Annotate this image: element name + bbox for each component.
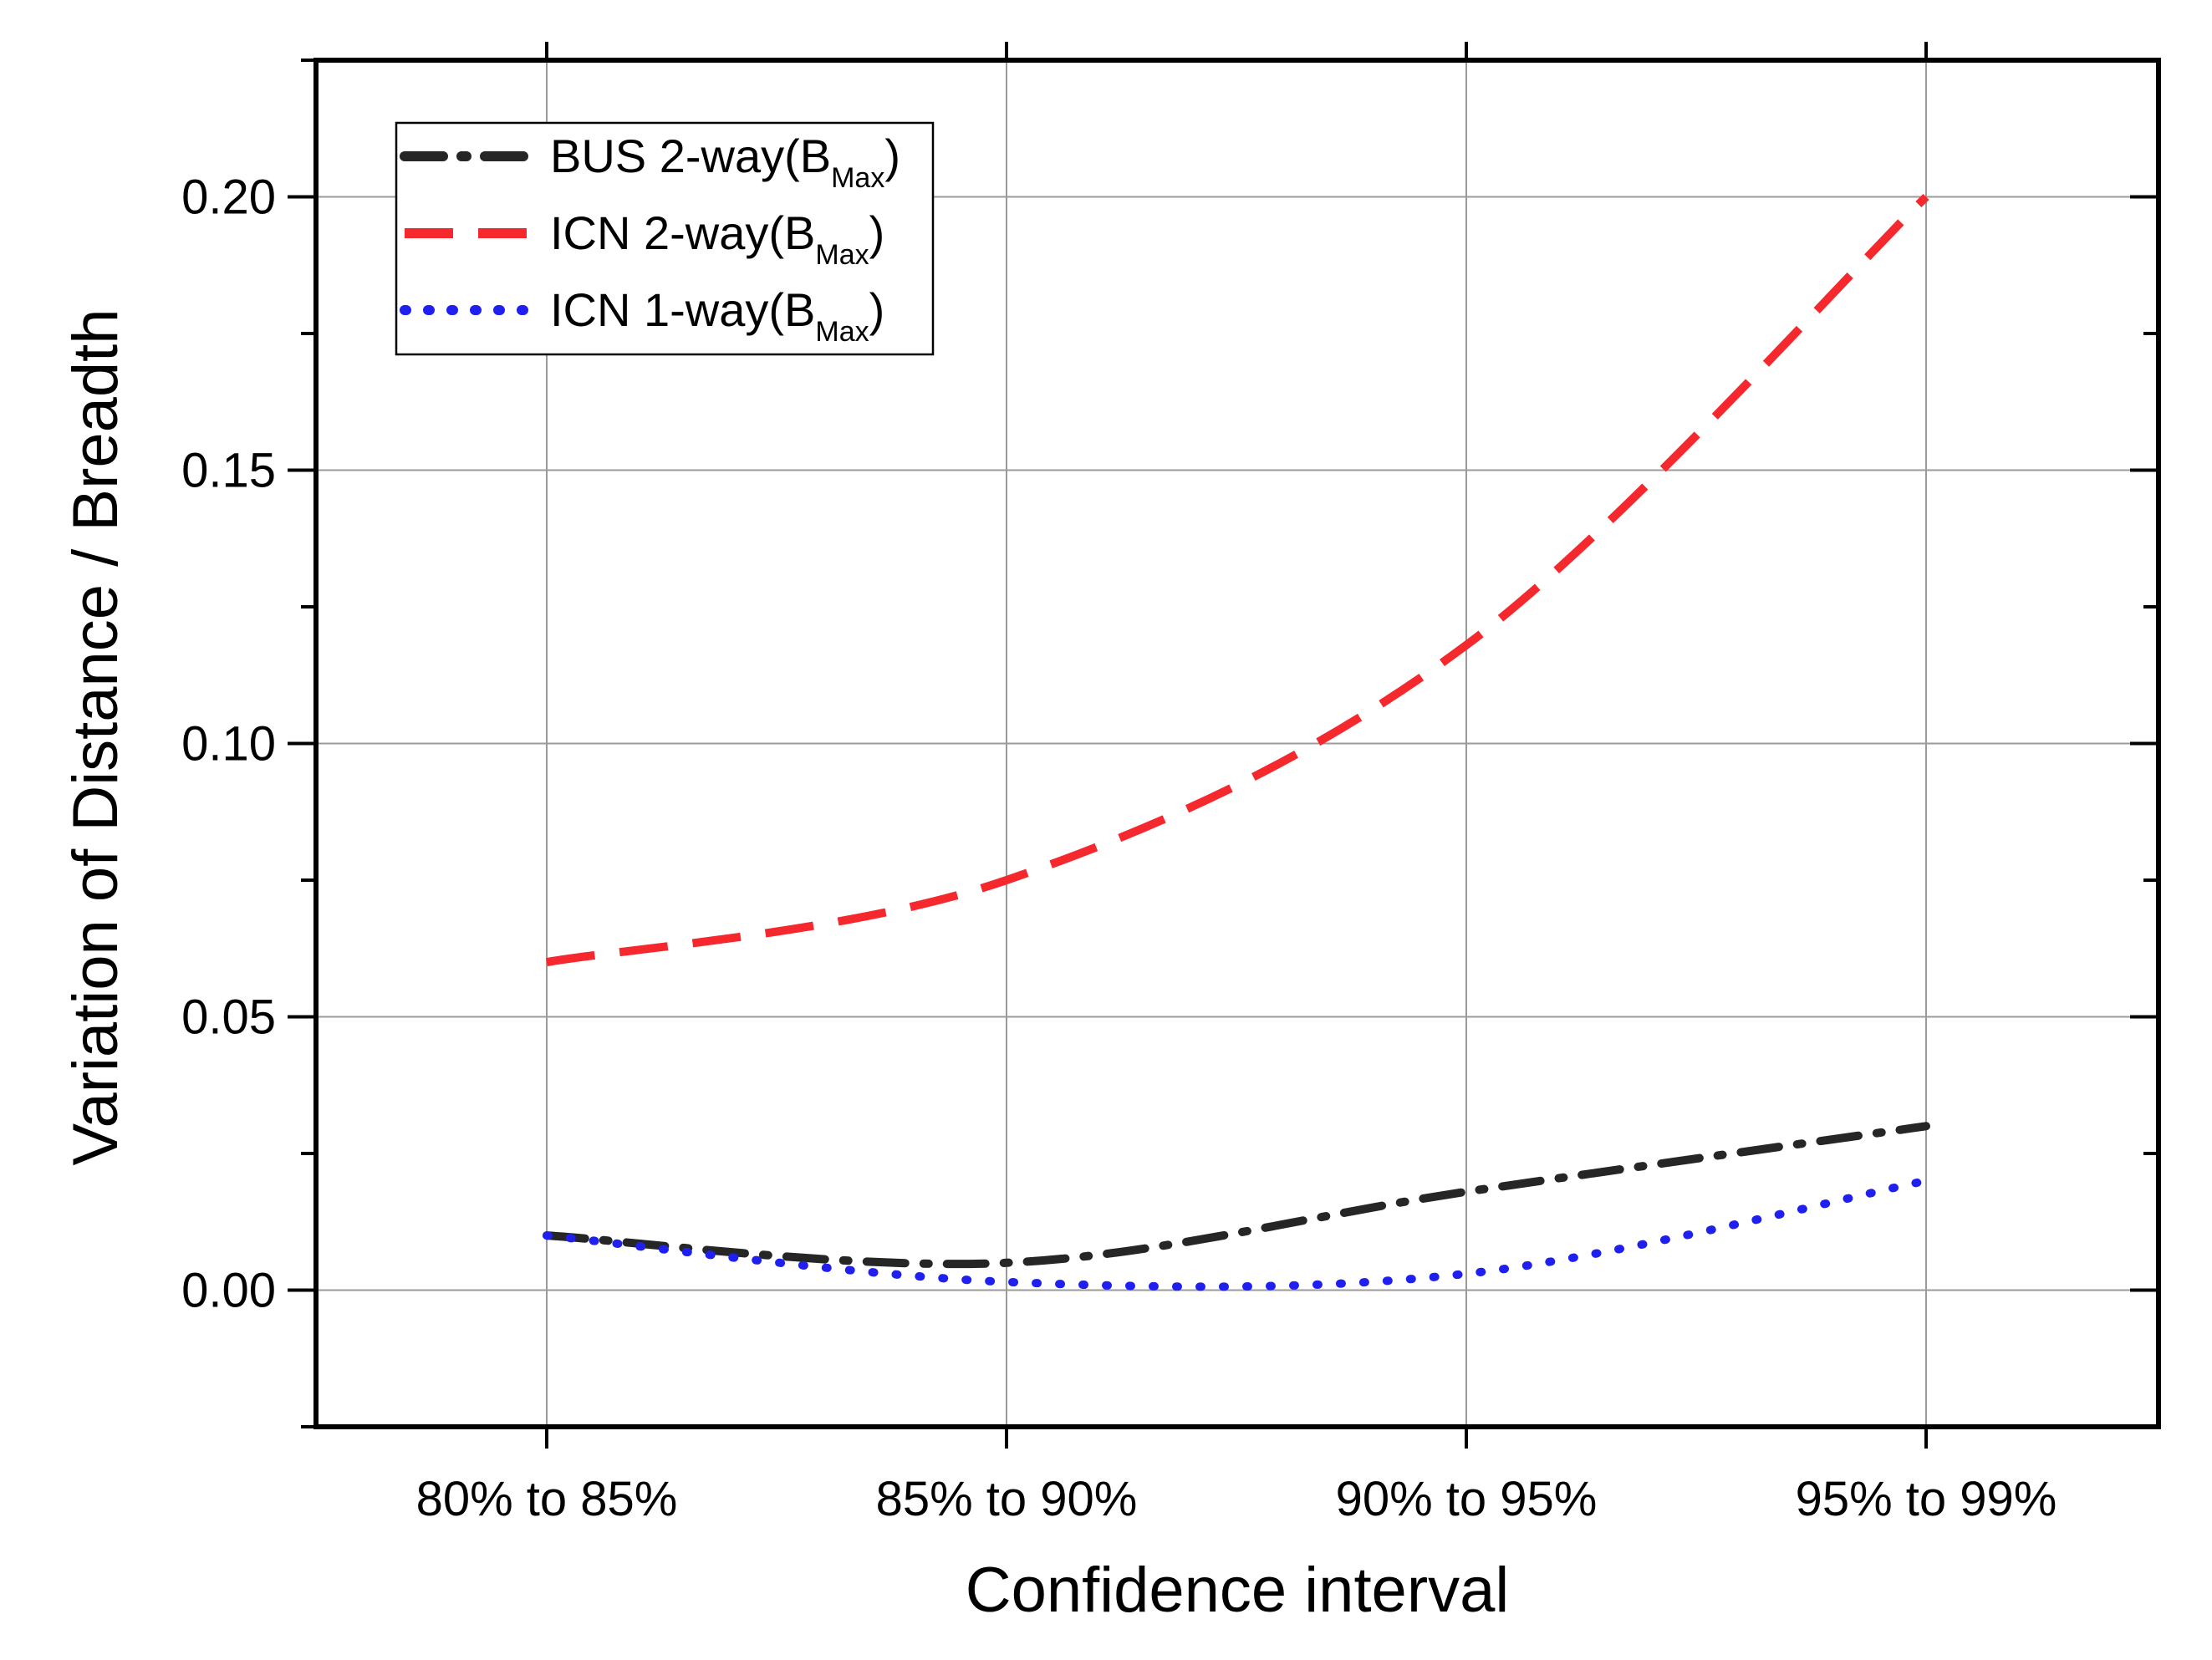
x-axis-title: Confidence interval [966, 1555, 1510, 1626]
axes [288, 42, 2161, 1449]
series-line [543, 1122, 1930, 1269]
legend-label: ICN 1-way(BMax) [550, 283, 884, 348]
plot-frame [313, 58, 2161, 1429]
gridlines [316, 60, 2158, 1427]
y-tick-label: 0.20 [181, 171, 276, 225]
x-tick-label: 85% to 90% [876, 1472, 1138, 1526]
series-line [543, 1176, 1930, 1291]
legend-box [395, 121, 935, 356]
legend-label: ICN 2-way(BMax) [550, 206, 884, 271]
y-tick-label: 0.15 [181, 444, 276, 498]
series-lines [543, 193, 1930, 1291]
x-tick-label: 95% to 99% [1796, 1472, 2057, 1526]
legend-item-icn-2-way: ICN 2-way(BMax) [405, 206, 884, 271]
legend-label: BUS 2-way(BMax) [550, 130, 900, 194]
legend-item-icn-1-way: ICN 1-way(BMax) [400, 283, 884, 348]
y-axis-title: Variation of Distance / Breadth [60, 308, 131, 1165]
y-tick-label: 0.05 [181, 990, 276, 1045]
y-tick-label: 0.10 [181, 717, 276, 771]
legend: BUS 2-way(BMax) ICN 2-way(BMax) ICN 1-wa… [395, 121, 935, 356]
x-tick-label: 90% to 95% [1336, 1472, 1598, 1526]
legend-item-bus-2-way: BUS 2-way(BMax) [400, 130, 900, 194]
tick-labels: 80% to 85% 85% to 90% 90% to 95% 95% to 99%… [181, 171, 2057, 1527]
y-tick-label: 0.00 [181, 1264, 276, 1318]
series-line [546, 193, 1929, 967]
x-tick-label: 80% to 85% [416, 1472, 678, 1526]
